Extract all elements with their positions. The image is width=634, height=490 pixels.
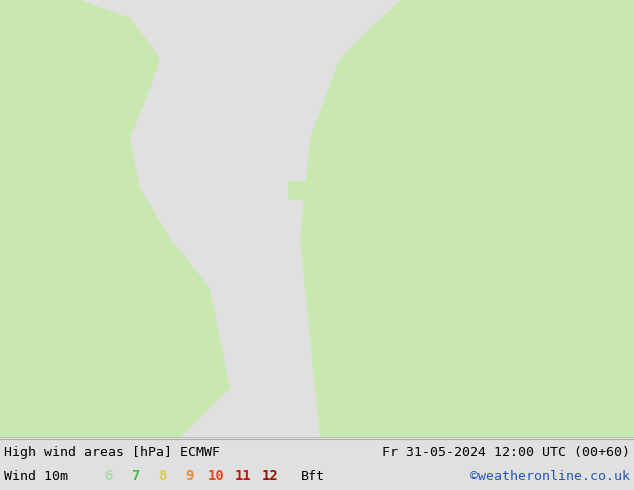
Text: 7: 7 [131,469,139,483]
Text: 12: 12 [262,469,278,483]
FancyBboxPatch shape [288,181,332,200]
Polygon shape [300,0,634,438]
Polygon shape [90,18,160,138]
Text: 11: 11 [235,469,251,483]
Text: 6: 6 [104,469,112,483]
Text: Wind 10m: Wind 10m [4,469,68,483]
Text: ©weatheronline.co.uk: ©weatheronline.co.uk [470,469,630,483]
Text: 9: 9 [185,469,193,483]
Text: High wind areas [hPa] ECMWF: High wind areas [hPa] ECMWF [4,445,220,459]
Text: 10: 10 [207,469,224,483]
Text: Bft: Bft [301,469,325,483]
Text: 8: 8 [158,469,166,483]
Text: Fr 31-05-2024 12:00 UTC (00+60): Fr 31-05-2024 12:00 UTC (00+60) [382,445,630,459]
Polygon shape [0,0,230,438]
